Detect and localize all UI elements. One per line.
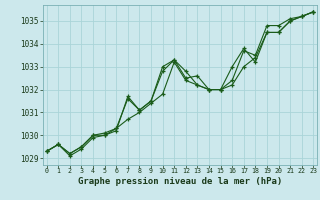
X-axis label: Graphe pression niveau de la mer (hPa): Graphe pression niveau de la mer (hPa) [78,177,282,186]
